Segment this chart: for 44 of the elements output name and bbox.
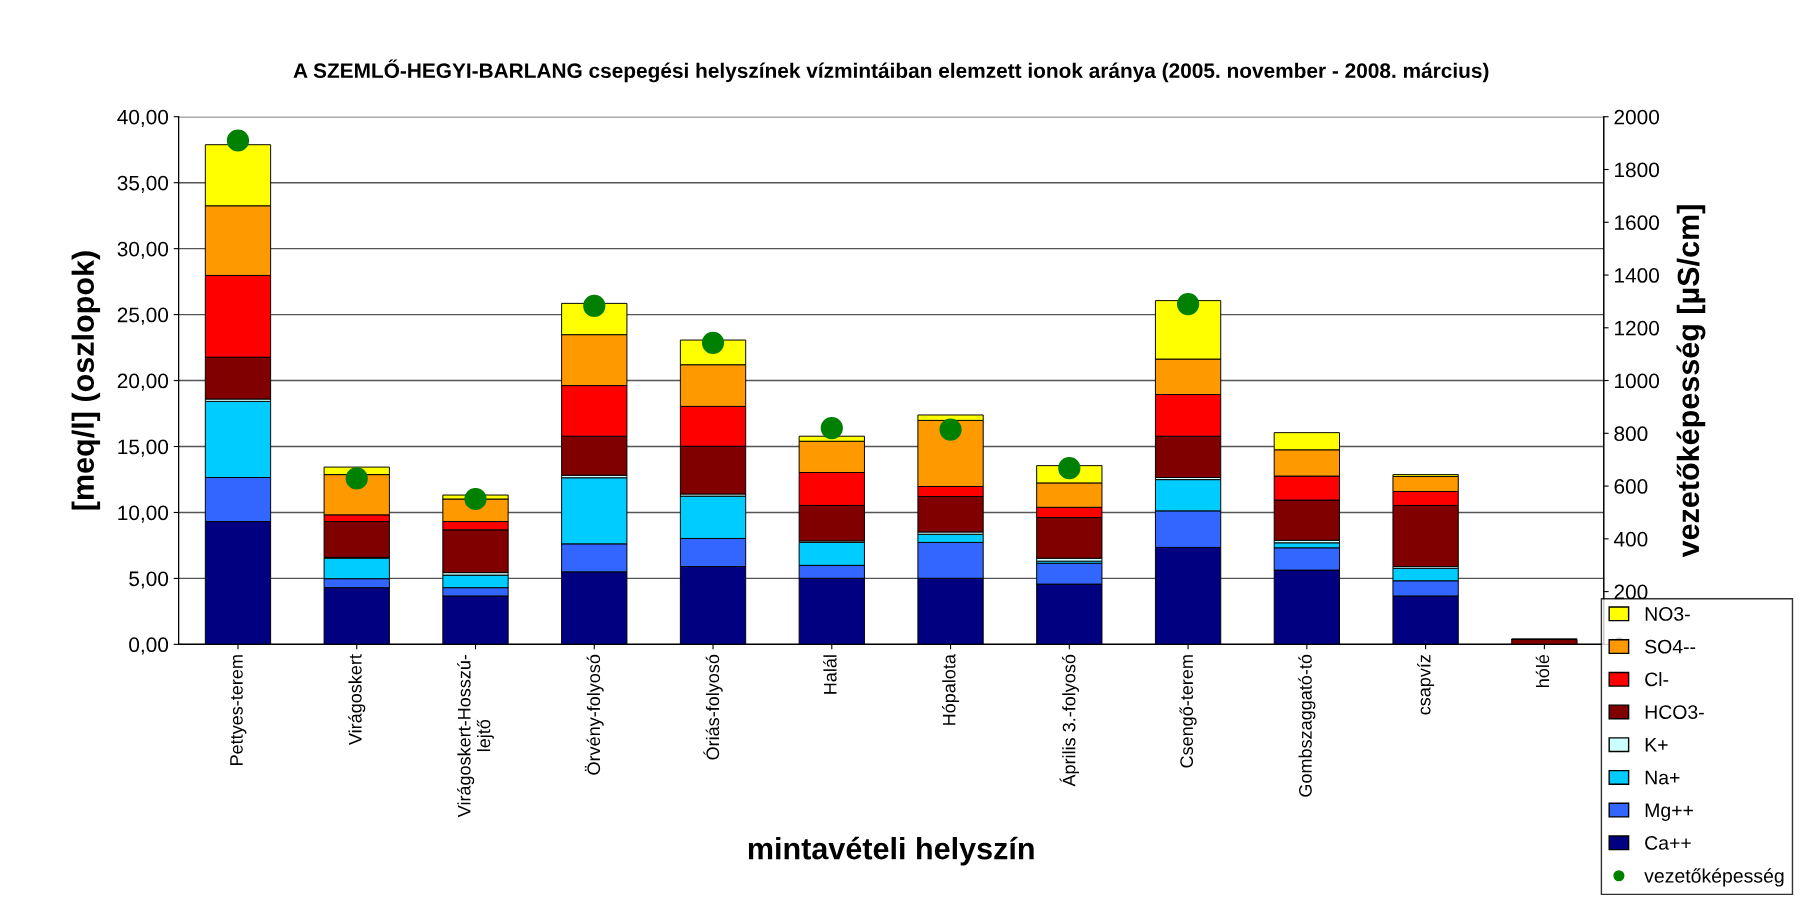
x-tick-label: Hópalota	[942, 654, 960, 725]
x-tick-label: Gombszaggató-tó	[1298, 654, 1316, 797]
y-axis-title: [meq/l] (oszlopok)	[71, 251, 101, 510]
legend-label: vezetőképesség	[1644, 868, 1784, 887]
legend-label: Ca++	[1645, 836, 1691, 850]
y2-tick-label: 400	[1613, 531, 1648, 547]
y2-tick-label: 1200	[1615, 320, 1660, 336]
y-tick-label: 30,00	[117, 241, 169, 259]
x-tick-label: Pettyes-terem	[230, 655, 247, 765]
legend-label: SO4--	[1645, 639, 1696, 654]
legend-label: HCO3-	[1645, 705, 1704, 719]
y-tick-label: 15,00	[118, 439, 169, 457]
y2-axis-title: vezetőképesség [µS/cm]	[1676, 205, 1706, 558]
y2-tick-label: 1400	[1615, 268, 1660, 283]
x-axis-title: mintavételi helyszín	[748, 836, 1034, 866]
x-tick-label: Óriás-folyosó	[703, 654, 723, 760]
x-tick-label: hólé	[1535, 654, 1550, 687]
y-tick-label: 10,00	[118, 505, 169, 523]
legend-label: Na+	[1645, 770, 1680, 785]
y2-tick-label: 1000	[1615, 373, 1660, 389]
x-tick-label: Április 3.-folyosó	[1059, 654, 1080, 787]
legend-label: Cl-	[1645, 671, 1669, 687]
y-tick-label: 0,00	[129, 637, 169, 655]
chart-title: A SZEMLŐ-HEGYI-BARLANG csepegési helyszínek vízmintáiban elemzett ionok aránya (2005. november - 2008. március)	[293, 59, 1489, 83]
y-tick-label: 25,00	[117, 307, 169, 325]
x-tick-label: Virágoskert-Hosszú- lejtő	[457, 654, 494, 818]
y2-tick-label: 600	[1614, 479, 1648, 494]
y2-tick-label: 1600	[1615, 215, 1660, 231]
x-tick-label: Halál	[823, 655, 837, 694]
y-tick-label: 5,00	[129, 571, 169, 589]
y-tick-label: 20,00	[117, 373, 169, 391]
y2-tick-label: 2000	[1614, 109, 1660, 125]
y2-tick-label: 200	[1614, 584, 1648, 600]
legend-label: NO3-	[1645, 607, 1690, 621]
legend-label: Mg++	[1645, 803, 1693, 821]
y-tick-label: 35,00	[117, 175, 169, 193]
x-tick-label: Virágoskert	[348, 654, 366, 745]
x-tick-label: Örvény-folyosó	[584, 654, 604, 775]
x-tick-label: csapvíz	[1417, 654, 1435, 715]
y2-tick-label: 1800	[1615, 162, 1660, 178]
legend-label: K+	[1645, 738, 1668, 752]
x-tick-label: Csengő-terem	[1179, 655, 1197, 768]
y-tick-label: 40,00	[117, 109, 169, 127]
y2-tick-label: 800	[1614, 426, 1648, 442]
